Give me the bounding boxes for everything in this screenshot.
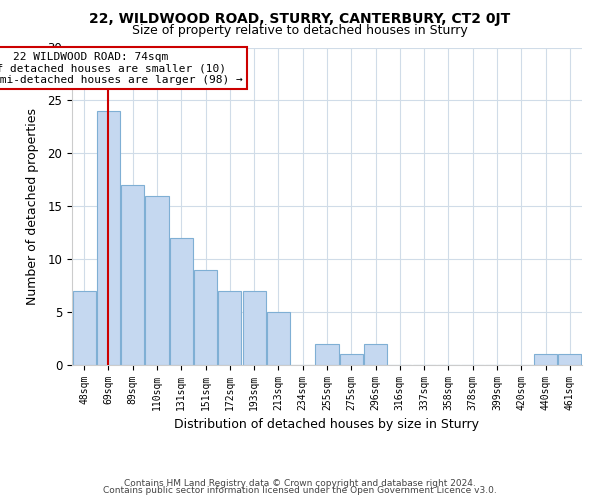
Text: Contains public sector information licensed under the Open Government Licence v3: Contains public sector information licen… [103,486,497,495]
Bar [121,185,144,365]
Text: 22, WILDWOOD ROAD, STURRY, CANTERBURY, CT2 0JT: 22, WILDWOOD ROAD, STURRY, CANTERBURY, C… [89,12,511,26]
Bar [97,111,120,365]
Text: Size of property relative to detached houses in Sturry: Size of property relative to detached ho… [132,24,468,37]
X-axis label: Distribution of detached houses by size in Sturry: Distribution of detached houses by size … [175,418,479,432]
Bar [364,344,387,365]
Bar [316,344,338,365]
Bar [534,354,557,365]
Bar [145,196,169,365]
Y-axis label: Number of detached properties: Number of detached properties [26,108,39,304]
Bar [170,238,193,365]
Text: Contains HM Land Registry data © Crown copyright and database right 2024.: Contains HM Land Registry data © Crown c… [124,478,476,488]
Text: 22 WILDWOOD ROAD: 74sqm
← 9% of detached houses are smaller (10)
90% of semi-det: 22 WILDWOOD ROAD: 74sqm ← 9% of detached… [0,52,242,85]
Bar [242,291,266,365]
Bar [340,354,363,365]
Bar [267,312,290,365]
Bar [218,291,241,365]
Bar [559,354,581,365]
Bar [73,291,95,365]
Bar [194,270,217,365]
